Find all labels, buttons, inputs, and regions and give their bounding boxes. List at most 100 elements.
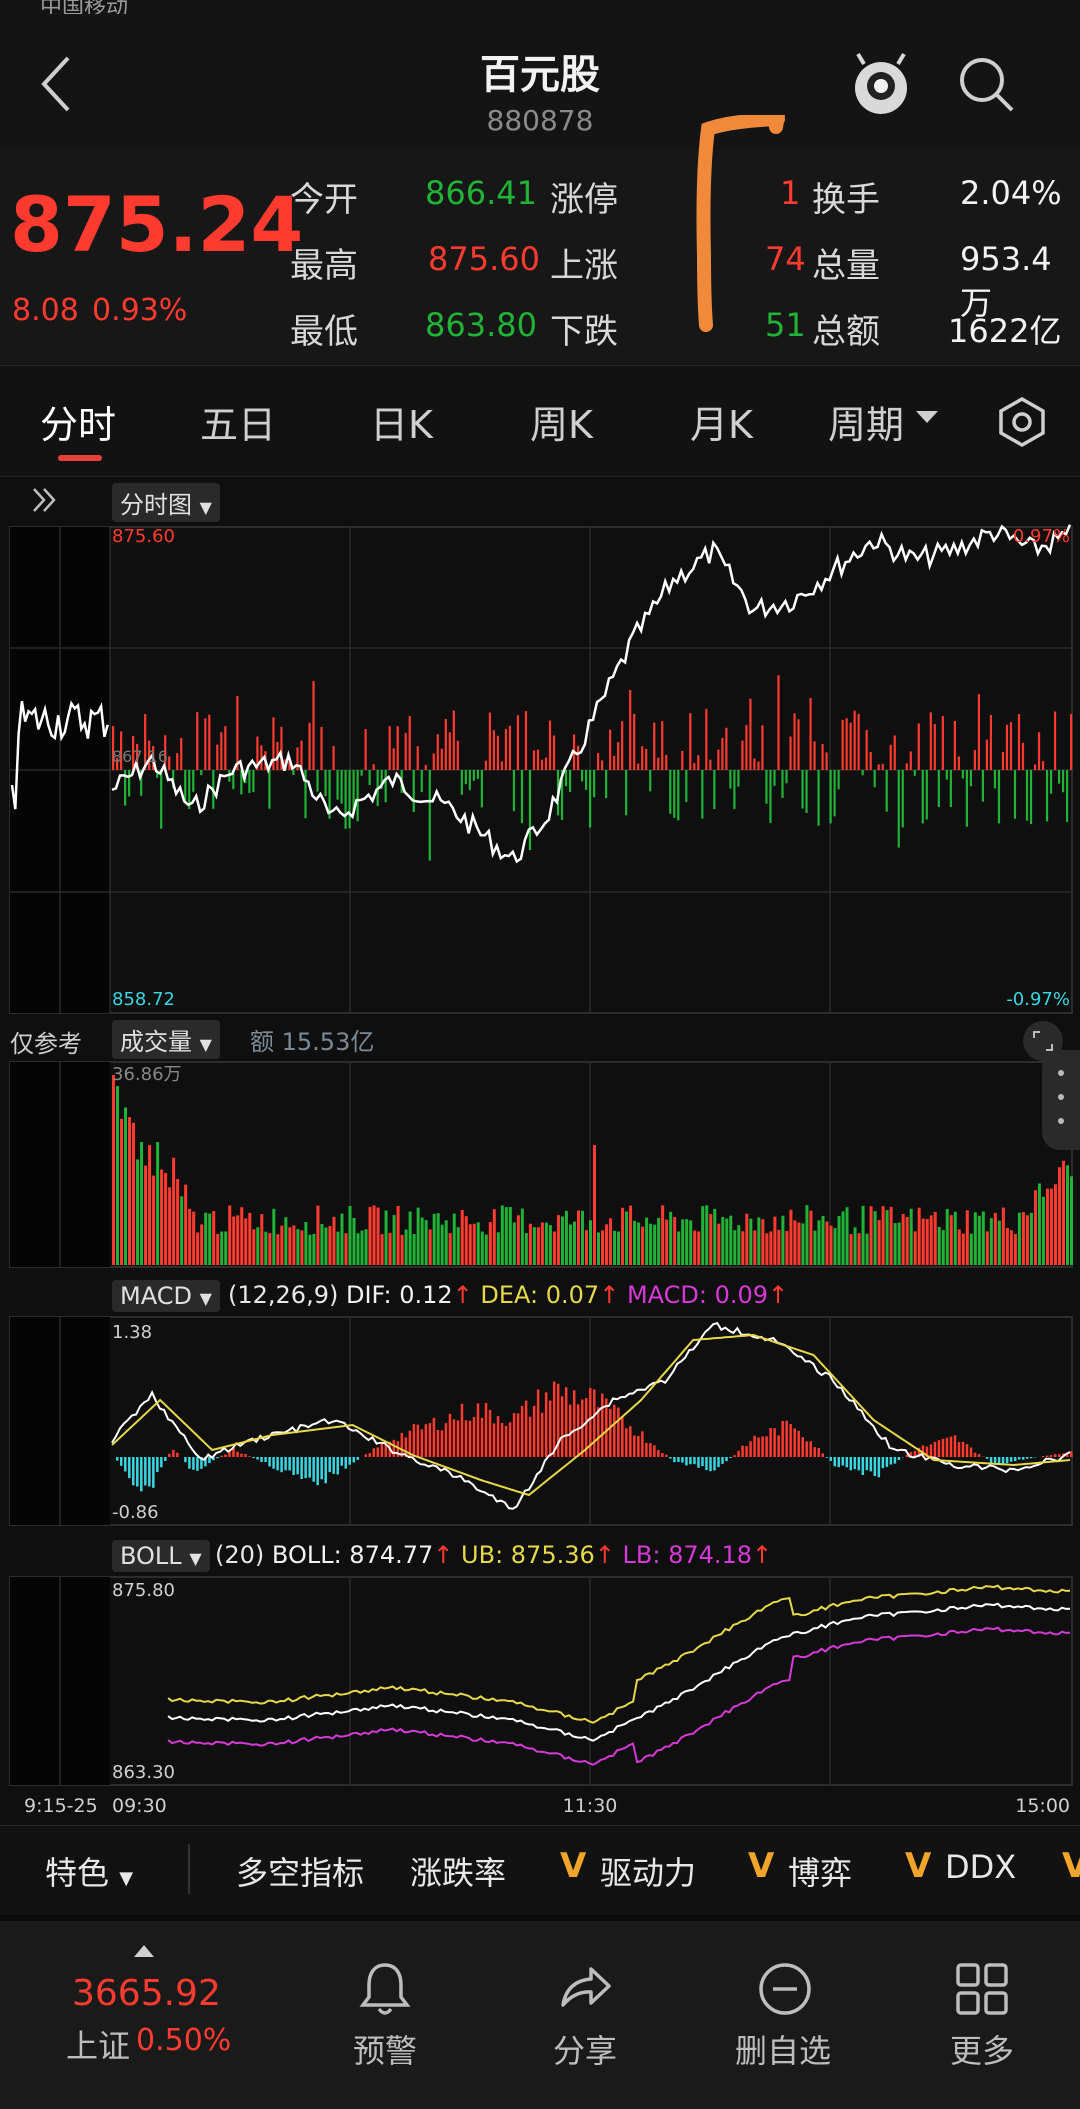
macd-bar: [124, 1457, 127, 1471]
volume-bar: [669, 1212, 672, 1265]
volume-bar: [264, 1232, 267, 1265]
tick-bar: [344, 770, 346, 829]
nav-more[interactable]: 更多: [907, 2026, 1057, 2072]
macd-indicator-selector[interactable]: MACD ▼: [112, 1280, 220, 1312]
volume-bar: [365, 1229, 368, 1265]
volume-bar: [449, 1233, 452, 1265]
intraday-chart-selector[interactable]: 分时图 ▼: [112, 483, 220, 522]
volume-bar: [938, 1227, 941, 1265]
macd-bar: [757, 1438, 760, 1457]
tick-bar: [609, 730, 611, 770]
tick-bar: [629, 690, 631, 770]
volume-bar: [613, 1231, 616, 1265]
macd-bar: [140, 1457, 143, 1491]
macd-bar: [765, 1436, 768, 1457]
macd-bar: [369, 1453, 372, 1457]
macd-bar: [377, 1447, 380, 1457]
expand-left-icon[interactable]: [30, 485, 60, 515]
up-arrow-icon: ↑: [752, 1541, 772, 1569]
tab-intraday[interactable]: 分时: [40, 394, 116, 449]
tick-bar: [745, 725, 747, 770]
volume-bar: [697, 1231, 700, 1265]
volume-bar: [553, 1232, 556, 1265]
tick-bar: [817, 770, 819, 826]
tick-bar: [954, 721, 956, 770]
caret-up-icon[interactable]: [134, 1945, 154, 1957]
tick-bar: [829, 770, 831, 823]
nav-alert[interactable]: 预警: [310, 2026, 460, 2072]
macd-bar: [453, 1419, 456, 1457]
macd-bar: [344, 1457, 347, 1469]
bell-icon[interactable]: [355, 1959, 415, 2019]
tab-day-k[interactable]: 日K: [370, 394, 433, 449]
macd-bar: [817, 1448, 820, 1457]
tab-five-day[interactable]: 五日: [200, 394, 276, 449]
volume-bar: [429, 1229, 432, 1265]
boll-indicator-selector[interactable]: BOLL ▼: [112, 1540, 210, 1572]
macd-bar: [545, 1392, 548, 1457]
intraday-label: 分时图: [120, 491, 192, 519]
volume-bar: [801, 1223, 804, 1265]
volume-indicator-selector[interactable]: 成交量 ▼: [112, 1020, 220, 1059]
index-value[interactable]: 3665.92: [72, 1973, 221, 2014]
macd-bar: [825, 1457, 828, 1458]
toolbar-item-ddx[interactable]: DDX: [945, 1848, 1016, 1886]
toolbar-item-drive[interactable]: 驱动力: [600, 1848, 696, 1894]
search-icon[interactable]: [956, 54, 1016, 114]
tick-bar: [357, 770, 359, 821]
macd-bar: [465, 1420, 468, 1457]
toolbar-item-long-short[interactable]: 多空指标: [236, 1848, 364, 1894]
tick-bar: [990, 715, 992, 770]
volume-bar: [332, 1217, 335, 1265]
tick-bar: [637, 764, 639, 770]
toolbar-item-game[interactable]: 博弈: [788, 1848, 852, 1894]
volume-bar: [737, 1225, 740, 1265]
tick-bar: [220, 732, 222, 770]
share-icon[interactable]: [555, 1959, 615, 2019]
volume-bar: [469, 1224, 472, 1265]
tick-bar: [801, 770, 803, 808]
macd-bar: [188, 1457, 191, 1469]
volume-bar: [1066, 1165, 1069, 1265]
more-grid-icon[interactable]: [952, 1959, 1012, 2019]
volume-bar: [846, 1207, 849, 1265]
boll-min-label: 863.30: [112, 1762, 175, 1783]
tick-bar: [958, 756, 960, 770]
tick-bar: [336, 770, 338, 800]
macd-bar: [144, 1457, 147, 1485]
tick-bar: [914, 770, 916, 776]
volume-bar: [761, 1219, 764, 1265]
macd-bar: [958, 1442, 961, 1457]
macd-bar: [208, 1457, 211, 1463]
assistant-robot-icon[interactable]: [850, 52, 912, 118]
feature-menu-button[interactable]: 特色 ▼: [45, 1848, 133, 1894]
macd-dif: DIF: 0.12: [346, 1281, 453, 1309]
volume-bar: [741, 1231, 744, 1265]
volume-bar: [1050, 1189, 1053, 1265]
tab-month-k[interactable]: 月K: [690, 394, 753, 449]
macd-bar: [801, 1437, 804, 1457]
volume-bar: [268, 1233, 271, 1265]
side-more-handle[interactable]: [1042, 1050, 1080, 1150]
volume-bar: [894, 1223, 897, 1265]
v-badge-icon: V: [748, 1846, 774, 1886]
chart-area[interactable]: 875.60 858.72 0.97% -0.97% 867.16 36.86万…: [0, 520, 1080, 1825]
tick-bar: [982, 770, 984, 802]
volume-bar: [537, 1227, 540, 1265]
chevron-down-icon: ▼: [189, 1549, 201, 1568]
settings-hexagon-icon[interactable]: [996, 396, 1048, 448]
volume-bar: [906, 1217, 909, 1265]
macd-bar: [328, 1457, 331, 1472]
nav-share[interactable]: 分享: [510, 2026, 660, 2072]
tab-period[interactable]: 周期: [828, 394, 904, 449]
volume-bar: [401, 1235, 404, 1265]
tick-bar: [874, 770, 876, 787]
remove-watchlist-icon[interactable]: [755, 1959, 815, 2019]
tick-bar: [902, 770, 904, 827]
volume-bar: [160, 1170, 163, 1265]
volume-bar: [144, 1166, 147, 1265]
tab-week-k[interactable]: 周K: [530, 394, 593, 449]
macd-bar: [248, 1456, 251, 1457]
nav-remove-watchlist[interactable]: 删自选: [708, 2026, 858, 2072]
toolbar-item-change-rate[interactable]: 涨跌率: [410, 1848, 506, 1894]
